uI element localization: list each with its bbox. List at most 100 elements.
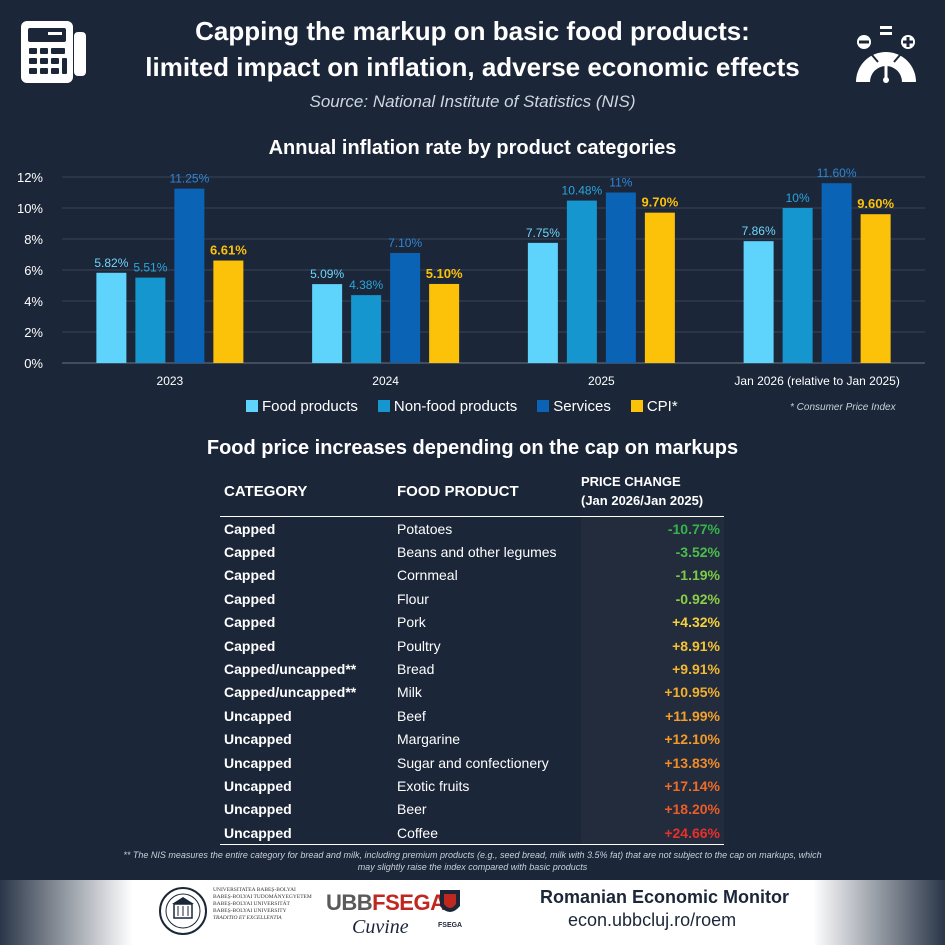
cell-food-product: Margarine <box>397 731 461 748</box>
chart-title: Annual inflation rate by product categor… <box>268 137 677 159</box>
table-header-row: CATEGORY FOOD PRODUCT PRICE CHANGE (Jan … <box>220 466 724 517</box>
cell-category: Capped <box>224 590 276 607</box>
monitor-title: Romanian Economic Monitor <box>540 887 790 907</box>
cell-price-change: +11.99% <box>581 704 724 728</box>
table-row: Capped Pork +4.32% <box>220 610 724 634</box>
ubb-name-block: UNIVERSITATEA BABEȘ-BOLYAI BABEȘ-BOLYAI … <box>213 887 312 922</box>
cell-price-change: -0.92% <box>581 587 724 611</box>
chart-x-axis: 2023 2024 2025 Jan 2026 (relative to Jan 20… <box>157 374 900 388</box>
table-row: Capped Potatoes -10.77% <box>220 516 724 541</box>
bar-non-food-products <box>782 208 813 363</box>
legend-item-food: Food products <box>246 398 358 415</box>
cell-price-change: -10.77% <box>581 516 724 541</box>
data-label: 4.38% <box>349 278 383 292</box>
bar-non-food-products <box>566 200 597 363</box>
main-title-line2: limited impact on inflation, adverse eco… <box>145 52 800 82</box>
ubb-line: UNIVERSITATEA BABEȘ-BOLYAI <box>213 887 296 893</box>
source-note: Source: National Institute of Statistics… <box>309 92 636 111</box>
cell-price-change: +13.83% <box>581 750 724 775</box>
y-tick-label: 10% <box>17 201 43 216</box>
ubb-line: BABEȘ-BOLYAI UNIVERSITÄT <box>213 901 290 907</box>
bar-food-products <box>312 284 343 363</box>
bar-services <box>605 192 636 363</box>
legend-item-services: Services <box>537 398 611 415</box>
bar-services <box>174 188 205 363</box>
data-label: 5.09% <box>310 267 344 281</box>
chart-legend: Food products Non-food products Services… <box>246 396 698 416</box>
data-label: 5.51% <box>133 261 167 275</box>
inflation-bar-chart: 0%2%4%6%8%10%12% 5.82% 5.51%11.25%6.61%5.… <box>17 166 925 388</box>
table-row: Uncapped Margarine +12.10% <box>220 727 724 751</box>
cell-price-change: +9.91% <box>581 657 724 681</box>
cell-food-product: Coffee <box>397 824 438 841</box>
table-title: Food price increases depending on the ca… <box>206 437 739 459</box>
legend-label: CPI* <box>646 397 678 415</box>
table-row: Capped Flour -0.92% <box>220 587 724 611</box>
ubb-line: BABEȘ-BOLYAI TUDOMÁNYEGYETEM <box>213 894 312 900</box>
cell-price-change: -3.52% <box>581 540 724 564</box>
cell-price-change: +8.91% <box>581 633 724 658</box>
chart-grid: 0% 2% 4% 6% 8% 10% 12% <box>17 170 925 371</box>
header-category: CATEGORY <box>224 482 308 500</box>
legend-swatch <box>537 400 550 412</box>
cell-food-product: Poultry <box>397 637 441 654</box>
legend-item-cpi: CPI* <box>630 397 678 415</box>
data-label: 9.60% <box>857 196 894 211</box>
cell-price-change: +4.32% <box>581 610 724 634</box>
data-label: 7.10% <box>388 236 422 250</box>
legend-label: Food products <box>262 397 358 415</box>
cuvine-logo: Cuvine <box>352 916 409 938</box>
x-tick-label: Jan 2026 (relative to Jan 2025) <box>734 374 899 388</box>
table-row: Capped Poultry +8.91% <box>220 633 724 658</box>
table-row: Uncapped Beer +18.20% <box>220 797 724 822</box>
cell-category: Capped <box>224 614 276 631</box>
header-price-change-line1: PRICE CHANGE <box>581 474 681 489</box>
cell-category: Uncapped <box>224 707 292 724</box>
data-label: 7.75% <box>526 226 560 240</box>
cell-price-change: +10.95% <box>581 680 724 705</box>
table-row: Capped/uncapped** Bread +9.91% <box>220 657 724 681</box>
fsega-name: FSEGA <box>372 890 446 915</box>
monitor-url[interactable]: econ.ubbcluj.ro/roem <box>568 910 737 930</box>
data-label: 11.60% <box>817 166 857 180</box>
bar-cpi- <box>644 212 675 363</box>
x-tick-label: 2024 <box>372 374 399 388</box>
header-price-change-line2: (Jan 2026/Jan 2025) <box>581 493 704 508</box>
y-tick-label: 6% <box>24 263 43 278</box>
x-tick-label: 2023 <box>157 374 184 388</box>
data-label: 9.70% <box>641 195 678 210</box>
table-row: Capped Beans and other legumes -3.52% <box>220 540 724 564</box>
x-tick-label: 2025 <box>588 374 615 388</box>
bar-non-food-products <box>351 295 382 363</box>
table-row: Capped/uncapped** Milk +10.95% <box>220 680 724 705</box>
cell-food-product: Milk <box>397 684 422 701</box>
cell-category: Uncapped <box>224 801 292 818</box>
cell-category: Capped <box>224 637 276 654</box>
fsega-small-label: FSEGA <box>438 922 463 929</box>
table-body: Capped Potatoes -10.77% Capped Beans and oth… <box>220 516 724 845</box>
y-tick-label: 4% <box>24 294 43 309</box>
cell-food-product: Bread <box>397 661 435 678</box>
y-tick-label: 12% <box>17 170 43 185</box>
header-price-change: PRICE CHANGE (Jan 2026/Jan 2025) <box>581 466 724 517</box>
bar-food-products <box>743 241 774 363</box>
data-label: 11.25% <box>169 172 209 186</box>
header-food-product: FOOD PRODUCT <box>397 482 519 500</box>
cell-food-product: Pork <box>397 614 426 631</box>
bar-services <box>390 252 421 363</box>
legend-label: Non-food products <box>393 397 518 415</box>
cell-price-change: +24.66% <box>581 821 724 845</box>
table-row: Uncapped Beef +11.99% <box>220 704 724 728</box>
y-tick-label: 0% <box>24 356 43 371</box>
legend-swatch <box>246 400 258 412</box>
bar-cpi- <box>213 260 244 363</box>
legend-swatch <box>630 400 643 412</box>
cell-food-product: Potatoes <box>397 520 453 537</box>
bar-cpi- <box>429 283 460 363</box>
legend-item-non-food: Non-food products <box>377 397 518 415</box>
y-tick-label: 8% <box>24 232 43 247</box>
footer-bar <box>0 880 945 945</box>
cell-category: Capped <box>224 544 276 561</box>
cell-food-product: Flour <box>397 590 429 607</box>
data-label: 10.48% <box>562 184 603 198</box>
